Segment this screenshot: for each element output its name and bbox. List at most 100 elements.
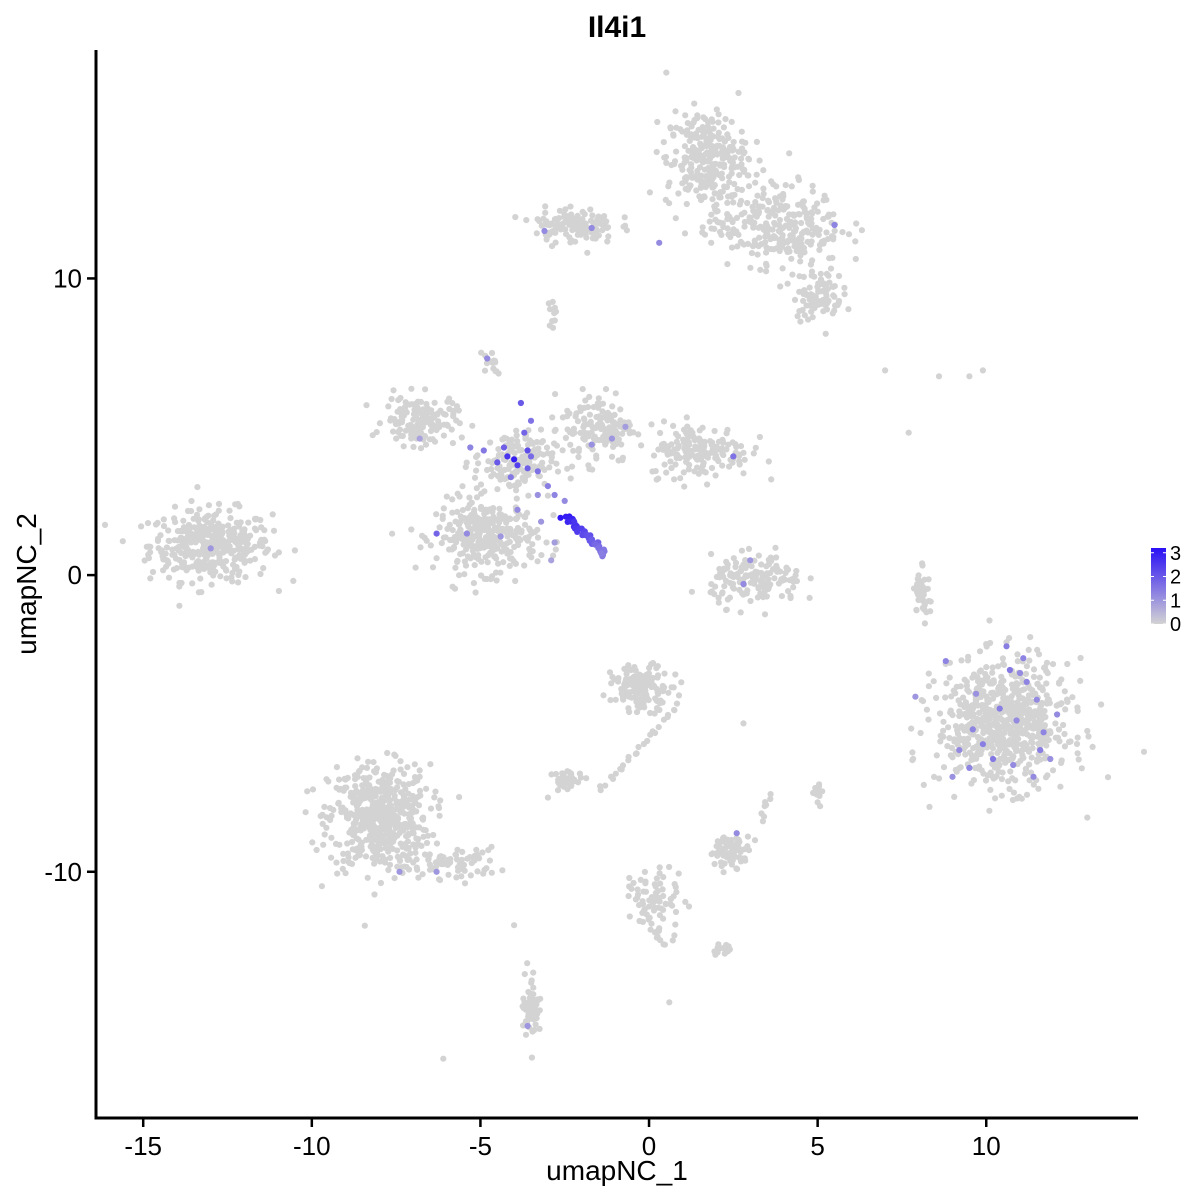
cell-point xyxy=(831,307,838,314)
cell-point xyxy=(550,511,557,519)
cell-point xyxy=(650,682,658,690)
cell-point xyxy=(567,475,574,482)
cell-point xyxy=(935,775,943,782)
cell-point xyxy=(716,565,723,573)
cell-point xyxy=(574,418,582,425)
cell-point xyxy=(711,161,718,168)
cell-point xyxy=(761,611,769,618)
cell-point xyxy=(419,871,426,878)
cell-point xyxy=(199,525,206,532)
cell-point xyxy=(430,411,437,418)
cell-point xyxy=(217,559,224,567)
expressing-cell-point xyxy=(504,453,511,460)
cell-point xyxy=(765,556,772,564)
cell-point xyxy=(551,317,558,324)
cell-point xyxy=(738,855,745,862)
cell-point xyxy=(222,566,229,573)
cell-point xyxy=(735,836,742,844)
cell-point xyxy=(621,682,629,689)
cell-point xyxy=(528,979,535,986)
cell-point xyxy=(696,436,704,444)
expressing-cell-point xyxy=(1054,711,1061,718)
cell-point xyxy=(340,787,347,794)
cell-point xyxy=(488,349,496,357)
cell-point xyxy=(1140,748,1148,755)
cell-point xyxy=(987,786,994,794)
cell-point xyxy=(635,743,642,751)
cell-point xyxy=(727,157,734,164)
cell-point xyxy=(486,857,493,864)
cell-point xyxy=(976,709,983,717)
cell-point xyxy=(340,857,347,865)
cell-point xyxy=(754,192,761,199)
cell-point xyxy=(755,585,762,592)
cell-point xyxy=(752,444,759,451)
cell-point xyxy=(491,553,499,560)
cell-point xyxy=(988,689,995,697)
cell-point xyxy=(716,172,723,179)
cell-point xyxy=(648,661,655,668)
cell-point xyxy=(686,453,693,460)
cell-point xyxy=(489,573,496,580)
cell-point xyxy=(732,563,739,571)
cell-point xyxy=(242,574,249,581)
expressing-cell-point xyxy=(524,1022,531,1030)
cell-point xyxy=(611,419,618,426)
cell-point xyxy=(920,781,927,789)
cell-point xyxy=(738,211,745,218)
expressing-cell-point xyxy=(551,491,558,499)
cell-point xyxy=(378,819,385,826)
expressing-cell-point xyxy=(740,580,747,588)
cell-point xyxy=(672,908,680,916)
cell-point xyxy=(999,769,1006,776)
cell-point xyxy=(467,872,474,879)
cell-point xyxy=(1043,680,1050,687)
cell-point xyxy=(730,555,737,562)
cell-point xyxy=(602,386,610,393)
cell-point xyxy=(763,262,770,270)
cell-point xyxy=(834,302,841,309)
cell-point xyxy=(447,856,454,863)
cell-point xyxy=(690,433,697,440)
cell-point xyxy=(763,563,770,570)
cell-point xyxy=(667,124,674,131)
cell-point xyxy=(772,195,779,202)
cell-point xyxy=(401,821,408,828)
cell-point xyxy=(701,231,709,238)
cell-point xyxy=(319,820,326,828)
cell-point xyxy=(964,727,971,734)
cell-point xyxy=(143,543,150,550)
cell-point xyxy=(809,314,816,321)
cell-point xyxy=(333,764,340,771)
cell-point xyxy=(1098,701,1105,708)
cell-point xyxy=(807,575,814,582)
cell-point xyxy=(194,484,201,491)
cell-point xyxy=(586,393,593,400)
cell-point xyxy=(489,359,496,366)
cell-point xyxy=(1011,685,1018,692)
cell-point xyxy=(738,239,745,246)
cell-point xyxy=(823,300,831,307)
cell-point xyxy=(669,902,676,909)
expressing-cell-point xyxy=(494,459,501,466)
cell-point xyxy=(160,516,167,523)
cell-point xyxy=(504,533,511,540)
cell-point xyxy=(715,129,722,136)
cell-point xyxy=(346,829,353,836)
cell-point xyxy=(427,761,434,768)
expressing-cell-point xyxy=(1020,655,1027,662)
expressing-cell-point xyxy=(534,491,541,499)
cell-point xyxy=(853,220,860,227)
cell-point xyxy=(994,691,1001,698)
cell-point xyxy=(513,487,520,494)
cell-point xyxy=(609,674,616,681)
cell-point xyxy=(684,120,691,127)
cell-point xyxy=(663,159,670,166)
cell-point xyxy=(519,474,526,481)
cell-point xyxy=(476,530,483,537)
cell-point xyxy=(708,550,715,558)
cell-point xyxy=(427,542,434,549)
cell-point xyxy=(631,679,638,687)
cell-point xyxy=(647,709,654,717)
expressing-cell-point xyxy=(730,453,737,460)
